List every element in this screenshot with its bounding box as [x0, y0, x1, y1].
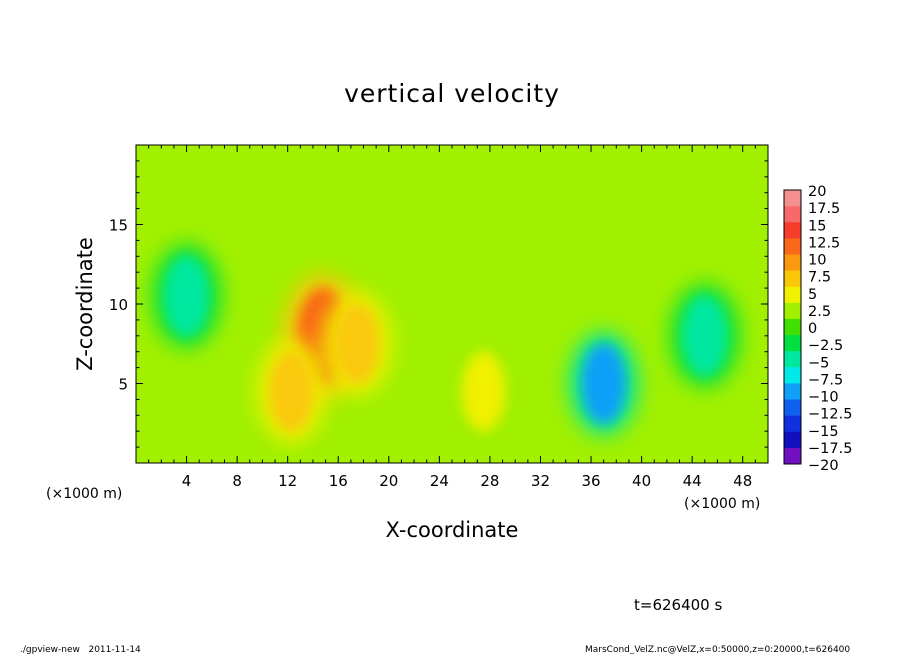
footer-right: MarsCond_VelZ.nc@VelZ,x=0:50000,z=0:2000… [585, 645, 850, 654]
x-tick-label: 12 [278, 472, 297, 490]
x-tick-label: 20 [379, 472, 398, 490]
colorbar-segment [784, 318, 801, 336]
colorbar-label: −7.5 [808, 372, 843, 388]
colorbar-label: 10 [808, 253, 826, 269]
colorbar-label: 20 [808, 184, 826, 200]
colorbar-segment [784, 383, 801, 400]
y-axis-label: Z-coordinate [73, 237, 97, 371]
colorbar-label: −17.5 [808, 441, 852, 457]
chart-title: vertical velocity [344, 79, 560, 108]
colorbar-label: −20 [808, 458, 839, 474]
colorbar-segment [784, 190, 801, 207]
y-unit-label: (×1000 m) [684, 496, 760, 512]
colorbar-label: −15 [808, 424, 839, 440]
x-tick-label: 24 [430, 472, 449, 490]
x-unit-label: (×1000 m) [46, 486, 122, 502]
colorbar-segment [784, 222, 801, 239]
colorbar-label: 12.5 [808, 235, 840, 251]
colorbar-segment [784, 415, 801, 433]
field-features [151, 244, 740, 444]
colorbar-segment [784, 270, 801, 288]
colorbar-label: 5 [808, 287, 817, 303]
colorbar-segment [784, 238, 801, 255]
x-tick-label: 40 [632, 472, 651, 490]
colorbar-label: 2.5 [808, 304, 831, 320]
y-tick-label: 10 [109, 296, 128, 314]
colorbar-label: −12.5 [808, 407, 852, 423]
x-tick-label: 32 [531, 472, 550, 490]
x-tick-label: 44 [683, 472, 702, 490]
field-feature [164, 256, 209, 337]
heatmap-field [136, 145, 768, 463]
x-axis-ticks: 4 8 12 16 20 24 28 32 36 40 44 48 [148, 145, 756, 490]
x-tick-label: 8 [232, 472, 242, 490]
colorbar-segment [784, 351, 801, 368]
y-tick-label: 15 [109, 217, 128, 235]
colorbar-segment [784, 447, 801, 465]
colorbar-segment [784, 254, 801, 271]
x-tick-label: 4 [182, 472, 192, 490]
footer-left: ./gpview-new 2011-11-14 [20, 645, 141, 654]
x-tick-label: 48 [733, 472, 752, 490]
colorbar-segment [784, 206, 801, 223]
field-feature [581, 343, 626, 424]
colorbar-label: −5 [808, 355, 829, 371]
field-feature [461, 351, 506, 432]
colorbar-segment [784, 302, 801, 320]
colorbar-label: −2.5 [808, 338, 843, 354]
time-label: t=626400 s [634, 596, 722, 614]
field-feature [682, 295, 727, 376]
colorbar-segment [784, 286, 801, 304]
x-tick-label: 36 [581, 472, 600, 490]
colorbar-segment [784, 335, 801, 352]
y-tick-label: 5 [118, 376, 128, 394]
colorbar-segment [784, 431, 801, 449]
colorbar-segment [784, 399, 801, 416]
colorbar-label: 15 [808, 218, 826, 234]
x-tick-label: 28 [480, 472, 499, 490]
y-axis-ticks: 5 10 15 [109, 160, 768, 448]
colorbar-segment [784, 367, 801, 384]
colorbar-frame [783, 189, 802, 465]
colorbar-label: −10 [808, 390, 839, 406]
field-feature [335, 303, 380, 384]
field-feature [269, 351, 314, 432]
colorbar-label: 0 [808, 321, 817, 337]
colorbar-label: 17.5 [808, 201, 840, 217]
x-tick-label: 16 [329, 472, 348, 490]
x-axis-label: X-coordinate [386, 518, 519, 542]
field-background [136, 145, 768, 463]
colorbar-label: 7.5 [808, 270, 831, 286]
